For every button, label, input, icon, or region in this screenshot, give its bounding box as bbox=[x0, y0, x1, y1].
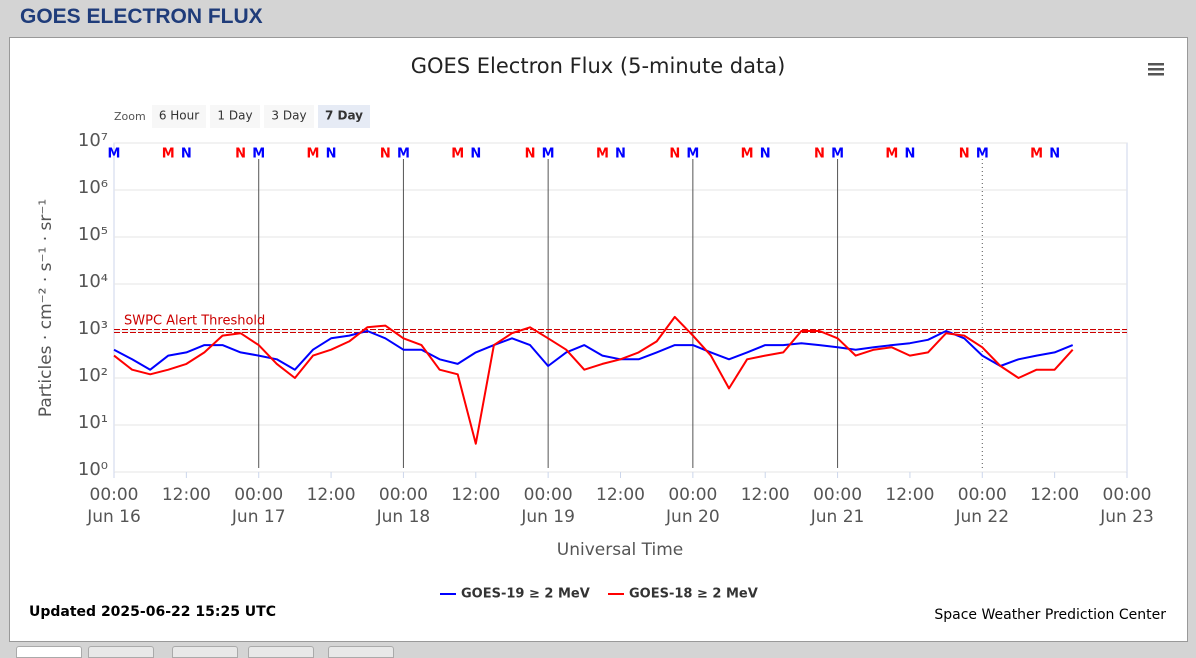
credit-text: Space Weather Prediction Center bbox=[934, 607, 1166, 623]
zoom-button[interactable] bbox=[210, 105, 260, 128]
x-tick-date: Jun 17 bbox=[231, 507, 286, 527]
annotation-marker: M bbox=[976, 147, 989, 162]
zoom-button-label: 1 Day bbox=[217, 109, 252, 123]
annotation-marker: N bbox=[525, 147, 536, 162]
annotation-marker: M bbox=[162, 147, 175, 162]
annotation-marker: M bbox=[686, 147, 699, 162]
x-tick-label: 12:00 bbox=[741, 485, 790, 505]
annotation-marker: M bbox=[885, 147, 898, 162]
legend-label: GOES-19 ≥ 2 MeV bbox=[461, 587, 590, 602]
plot-area bbox=[113, 142, 1128, 473]
x-tick-date: Jun 16 bbox=[86, 507, 141, 527]
annotation-marker: M bbox=[397, 147, 410, 162]
menu-icon bbox=[1148, 68, 1164, 71]
x-tick-label: 00:00 bbox=[379, 485, 428, 505]
zoom-label: Zoom bbox=[114, 110, 146, 123]
menu-icon bbox=[1148, 63, 1164, 66]
zoom-button-label: 6 Hour bbox=[159, 109, 199, 123]
threshold-label: SWPC Alert Threshold bbox=[124, 314, 265, 329]
y-tick-label: 10¹ bbox=[78, 412, 108, 433]
legend-item[interactable]: GOES-19 ≥ 2 MeV bbox=[440, 587, 590, 602]
y-tick-label: 10⁴ bbox=[78, 271, 108, 292]
y-tick-label: 10⁵ bbox=[78, 224, 108, 245]
x-tick-label: 00:00 bbox=[90, 485, 139, 505]
x-tick-date: Jun 18 bbox=[376, 507, 431, 527]
y-tick-label: 10² bbox=[78, 365, 108, 386]
updated-text: Updated 2025-06-22 15:25 UTC bbox=[29, 604, 276, 620]
zoom-button-label: 3 Day bbox=[271, 109, 306, 123]
annotation-marker: N bbox=[380, 147, 391, 162]
annotation-marker: N bbox=[669, 147, 680, 162]
x-tick-label: 12:00 bbox=[596, 485, 645, 505]
menu-icon bbox=[1148, 73, 1164, 76]
x-tick-date: Jun 19 bbox=[520, 507, 575, 527]
y-tick-label: 10⁶ bbox=[78, 177, 108, 198]
annotation-marker: N bbox=[904, 147, 915, 162]
x-tick-label: 12:00 bbox=[451, 485, 500, 505]
x-tick-date: Jun 22 bbox=[954, 507, 1009, 527]
x-tick-label: 00:00 bbox=[234, 485, 283, 505]
x-tick-label: 12:00 bbox=[307, 485, 356, 505]
chart-title: GOES Electron Flux (5-minute data) bbox=[411, 54, 786, 78]
legend-item[interactable]: GOES-18 ≥ 2 MeV bbox=[608, 587, 758, 602]
annotation-marker: N bbox=[470, 147, 481, 162]
annotation-marker: M bbox=[108, 147, 121, 162]
y-tick-label: 10³ bbox=[78, 318, 108, 339]
y-tick-label: 10⁰ bbox=[78, 459, 108, 480]
x-tick-date: Jun 21 bbox=[810, 507, 865, 527]
menu-button[interactable] bbox=[1148, 63, 1164, 76]
x-tick-label: 12:00 bbox=[885, 485, 934, 505]
annotation-marker: N bbox=[760, 147, 771, 162]
annotation-marker: N bbox=[326, 147, 337, 162]
y-axis-label: Particles · cm⁻² · s⁻¹ · sr⁻¹ bbox=[36, 199, 56, 417]
x-tick-label: 00:00 bbox=[958, 485, 1007, 505]
chart-panel bbox=[9, 37, 1188, 642]
legend-label: GOES-18 ≥ 2 MeV bbox=[629, 587, 758, 602]
zoom-button[interactable] bbox=[152, 105, 206, 128]
annotation-marker: M bbox=[831, 147, 844, 162]
annotation-marker: N bbox=[181, 147, 192, 162]
x-axis-label: Universal Time bbox=[557, 540, 683, 560]
annotation-marker: M bbox=[307, 147, 320, 162]
annotation-marker: M bbox=[1030, 147, 1043, 162]
y-tick-label: 10⁷ bbox=[78, 130, 108, 151]
x-tick-date: Jun 20 bbox=[665, 507, 720, 527]
series-line bbox=[113, 330, 1074, 371]
zoom-button-label: 7 Day bbox=[325, 109, 363, 123]
annotation-marker: N bbox=[615, 147, 626, 162]
annotation-marker: M bbox=[542, 147, 555, 162]
annotation-marker: M bbox=[252, 147, 265, 162]
annotation-marker: N bbox=[959, 147, 970, 162]
zoom-button[interactable] bbox=[318, 105, 370, 128]
annotation-marker: M bbox=[741, 147, 754, 162]
x-tick-label: 00:00 bbox=[524, 485, 573, 505]
annotation-marker: N bbox=[1049, 147, 1060, 162]
page-header: GOES ELECTRON FLUX bbox=[20, 5, 263, 28]
x-tick-date: Jun 23 bbox=[1099, 507, 1154, 527]
x-tick-label: 00:00 bbox=[813, 485, 862, 505]
annotation-marker: N bbox=[235, 147, 246, 162]
zoom-button[interactable] bbox=[264, 105, 314, 128]
x-tick-label: 12:00 bbox=[162, 485, 211, 505]
annotation-marker: N bbox=[814, 147, 825, 162]
series-line bbox=[113, 315, 1074, 445]
x-tick-label: 00:00 bbox=[1103, 485, 1152, 505]
x-tick-label: 00:00 bbox=[668, 485, 717, 505]
annotation-marker: M bbox=[451, 147, 464, 162]
x-tick-label: 12:00 bbox=[1030, 485, 1079, 505]
annotation-marker: M bbox=[596, 147, 609, 162]
